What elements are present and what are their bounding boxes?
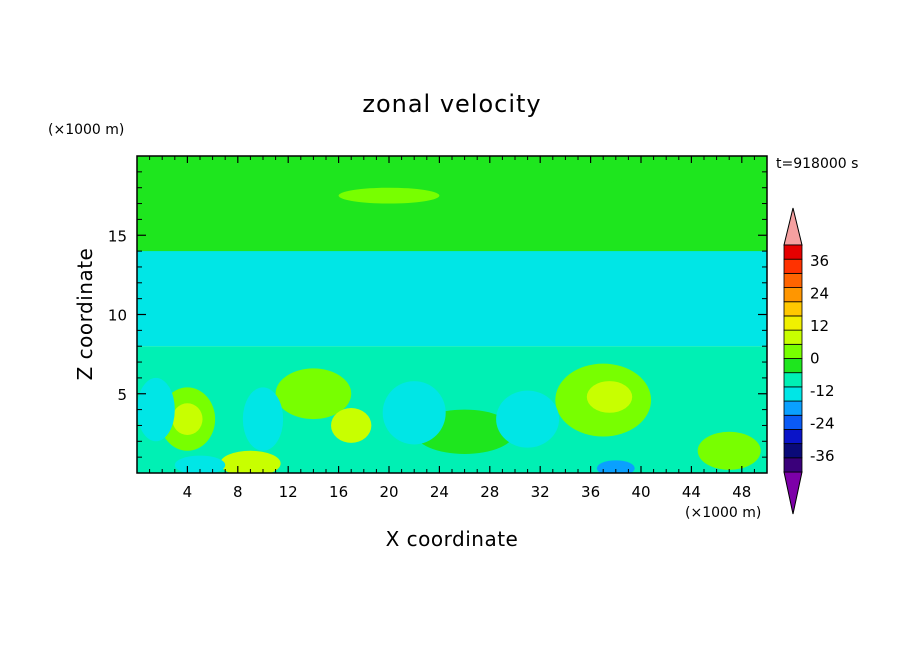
x-tick-label: 36 — [581, 483, 600, 501]
contour-blob — [172, 403, 203, 435]
y-axis-ticks: 5 10 15 — [108, 171, 767, 458]
colorbar-bin — [783, 358, 803, 374]
colorbar-label: 0 — [810, 350, 820, 368]
x-unit-label: (×1000 m) — [685, 505, 761, 521]
y-unit-label: (×1000 m) — [48, 122, 124, 138]
colorbar-over-triangle — [783, 207, 803, 246]
contour-blob — [382, 381, 446, 445]
colorbar: 36 24 12 0 -12 -24 -36 — [783, 207, 835, 515]
x-axis-ticks: 4 8 12 16 20 24 28 32 36 40 44 48 — [149, 156, 755, 501]
x-tick-label: 8 — [233, 483, 243, 501]
x-tick-label: 16 — [329, 483, 348, 501]
x-tick-label: 12 — [279, 483, 298, 501]
colorbar-under-triangle — [783, 471, 803, 515]
colorbar-label: -24 — [810, 414, 835, 432]
colorbar-bin — [783, 287, 803, 303]
chart-title: zonal velocity — [362, 90, 541, 118]
colorbar-label: 12 — [810, 317, 829, 335]
contour-blob — [657, 308, 713, 321]
contour-blob — [242, 387, 284, 451]
y-axis-title: Z coordinate — [73, 248, 97, 381]
contour-blob — [697, 431, 761, 470]
y-tick-label: 5 — [117, 386, 127, 404]
x-tick-label: 40 — [631, 483, 650, 501]
contour-blob — [496, 390, 560, 448]
colorbar-bin — [783, 329, 803, 345]
colorbar-label: 24 — [810, 285, 829, 303]
colorbar-bin — [783, 386, 803, 402]
colorbar-bin — [783, 443, 803, 459]
contour-blob — [275, 368, 352, 420]
y-tick-label: 15 — [108, 227, 127, 245]
contour-blob — [331, 408, 372, 443]
contour-blob — [609, 178, 673, 191]
x-tick-label: 4 — [183, 483, 193, 501]
colorbar-label: -12 — [810, 382, 835, 400]
colorbar-label: 36 — [810, 252, 829, 270]
contour-blob — [596, 460, 635, 473]
contour-blob — [338, 187, 440, 204]
plot-area — [137, 156, 767, 473]
x-tick-label: 48 — [732, 483, 751, 501]
colorbar-bin — [783, 301, 803, 317]
x-tick-label: 20 — [379, 483, 398, 501]
x-tick-label: 28 — [480, 483, 499, 501]
colorbar-bin — [783, 414, 803, 430]
field-layer — [137, 211, 767, 260]
colorbar-bin — [783, 457, 803, 473]
contour-blob — [220, 450, 281, 473]
contour-blob — [137, 377, 175, 442]
x-tick-label: 24 — [430, 483, 449, 501]
colorbar-bin — [783, 315, 803, 331]
colorbar-bin — [783, 343, 803, 359]
x-tick-label: 32 — [531, 483, 550, 501]
colorbar-bin — [783, 429, 803, 445]
colorbar-bin — [783, 244, 803, 260]
time-label: t=918000 s — [776, 156, 858, 172]
colorbar-bin — [783, 372, 803, 388]
x-axis-title: X coordinate — [386, 527, 519, 551]
colorbar-label: -36 — [810, 447, 835, 465]
contour-blob — [628, 255, 704, 272]
contour-blob — [586, 381, 633, 413]
colorbar-bin — [783, 400, 803, 416]
colorbar-bin — [783, 272, 803, 288]
colorbar-bin — [783, 258, 803, 274]
y-tick-label: 10 — [108, 307, 127, 325]
x-tick-label: 44 — [682, 483, 701, 501]
